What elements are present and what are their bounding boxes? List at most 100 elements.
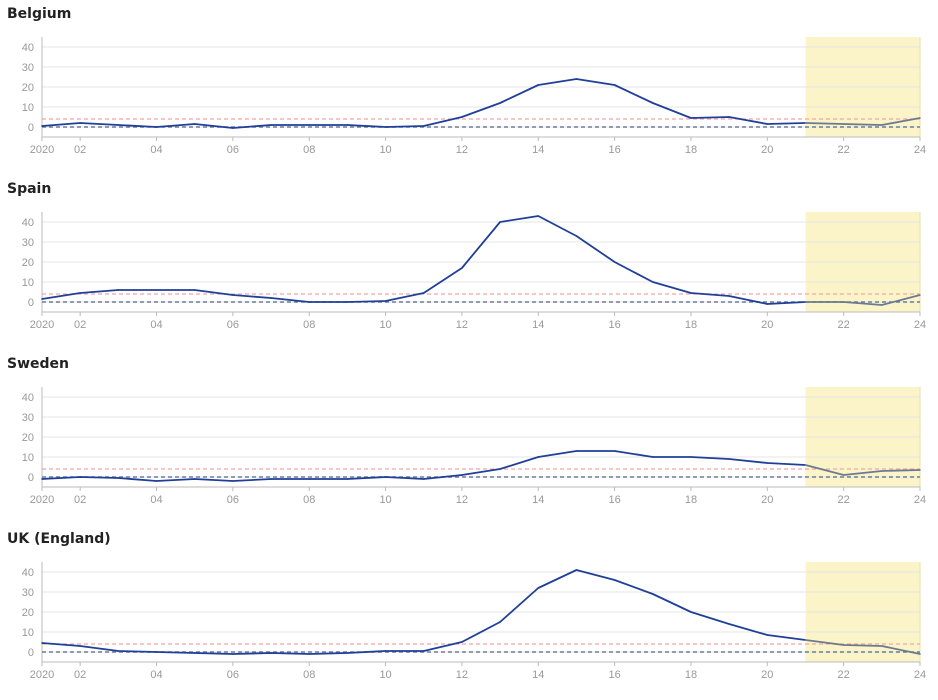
data-point xyxy=(384,300,387,302)
data-point xyxy=(79,292,81,294)
data-point xyxy=(690,117,692,119)
chart-belgium: 40 30 20 10 0 2020 02 04 06 08 10 12 14 16 18 20 22 24 xyxy=(22,37,926,156)
y-tick-label: 10 xyxy=(22,277,34,289)
x-tick-label: 14 xyxy=(532,319,544,331)
data-point xyxy=(766,303,769,305)
x-tick-label: 18 xyxy=(685,144,697,156)
x-tick-label: 06 xyxy=(227,669,239,681)
data-point xyxy=(919,469,921,471)
x-tick-label: 2020 xyxy=(30,319,54,331)
y-tick-label: 10 xyxy=(22,627,34,639)
x-tick-label: 22 xyxy=(838,319,850,331)
data-point xyxy=(308,478,311,480)
data-point xyxy=(232,127,234,129)
chart-panel-sweden: Sweden 40 30 20 10 0 2020 02 04 06 08 10 12 14 16 18 20… xyxy=(0,350,938,525)
y-tick-label: 40 xyxy=(22,392,34,404)
data-point xyxy=(270,652,272,654)
x-tick-label: 02 xyxy=(74,319,86,331)
chart-spain: 40 30 20 10 0 2020 02 04 06 08 10 12 14 16 18 20 22 24 xyxy=(22,212,926,331)
data-point xyxy=(651,102,654,104)
data-point xyxy=(881,124,883,126)
x-tick-label: 20 xyxy=(761,144,773,156)
data-point xyxy=(651,281,654,283)
data-point xyxy=(499,621,501,623)
x-tick-label: 18 xyxy=(685,494,697,506)
chart-title: Belgium xyxy=(7,6,72,22)
data-point xyxy=(499,102,501,104)
data-point xyxy=(728,116,730,118)
x-tick-label: 16 xyxy=(608,144,620,156)
y-tick-label: 20 xyxy=(22,82,34,94)
data-point xyxy=(499,468,501,470)
data-point xyxy=(384,126,387,128)
y-tick-label: 40 xyxy=(22,567,34,579)
y-tick-label: 40 xyxy=(22,217,34,229)
x-tick-label: 04 xyxy=(150,669,162,681)
data-point xyxy=(155,480,158,482)
x-tick-label: 08 xyxy=(303,319,315,331)
x-tick-label: 18 xyxy=(685,319,697,331)
data-point xyxy=(41,478,43,480)
projection-series-line xyxy=(805,464,921,476)
data-point xyxy=(613,261,616,263)
series-line xyxy=(41,78,806,129)
data-point xyxy=(270,297,272,299)
projection-series-line xyxy=(805,294,921,306)
x-tick-label: 06 xyxy=(227,319,239,331)
data-point xyxy=(728,295,730,297)
data-point xyxy=(41,642,43,644)
data-point xyxy=(232,480,234,482)
data-point xyxy=(461,474,463,476)
x-tick-label: 2020 xyxy=(30,494,54,506)
x-tick-label: 20 xyxy=(761,669,773,681)
data-point xyxy=(308,653,311,655)
data-point xyxy=(537,587,540,589)
y-tick-label: 0 xyxy=(28,122,34,134)
data-point xyxy=(346,124,349,126)
data-point xyxy=(766,123,769,125)
data-point xyxy=(155,289,158,291)
data-point xyxy=(422,478,425,480)
chart-sweden: 40 30 20 10 0 2020 02 04 06 08 10 12 14 16 18 20 22 24 xyxy=(22,387,926,506)
data-point xyxy=(117,124,120,126)
chart-title: Sweden xyxy=(7,356,69,372)
data-point xyxy=(842,474,845,476)
x-tick-label: 04 xyxy=(150,144,162,156)
data-point xyxy=(41,125,43,127)
data-point xyxy=(537,84,540,86)
data-point xyxy=(461,641,463,643)
data-point xyxy=(919,294,921,296)
data-point xyxy=(728,458,730,460)
data-point xyxy=(41,298,43,300)
x-tick-label: 20 xyxy=(761,319,773,331)
data-point xyxy=(881,645,883,647)
data-point xyxy=(193,652,196,654)
data-point xyxy=(690,611,692,613)
data-point xyxy=(232,294,234,296)
data-point xyxy=(155,651,158,653)
data-point xyxy=(537,456,540,458)
data-point xyxy=(575,569,578,571)
data-point xyxy=(728,623,730,625)
data-point xyxy=(461,267,463,269)
data-point xyxy=(613,579,616,581)
data-point xyxy=(919,653,921,655)
y-tick-label: 20 xyxy=(22,257,34,269)
data-point xyxy=(193,123,196,125)
data-point xyxy=(651,593,654,595)
data-point xyxy=(804,122,807,124)
y-tick-label: 30 xyxy=(22,62,34,74)
x-tick-label: 24 xyxy=(914,144,926,156)
projection-series-line xyxy=(805,639,921,655)
x-tick-label: 14 xyxy=(532,494,544,506)
data-point xyxy=(384,650,387,652)
data-point xyxy=(804,639,807,641)
y-tick-label: 0 xyxy=(28,647,34,659)
data-point xyxy=(270,124,272,126)
data-point xyxy=(232,653,234,655)
chart-title: UK (England) xyxy=(7,531,111,547)
data-point xyxy=(842,123,845,125)
x-tick-label: 14 xyxy=(532,144,544,156)
data-point xyxy=(575,235,578,237)
x-tick-label: 02 xyxy=(74,669,86,681)
